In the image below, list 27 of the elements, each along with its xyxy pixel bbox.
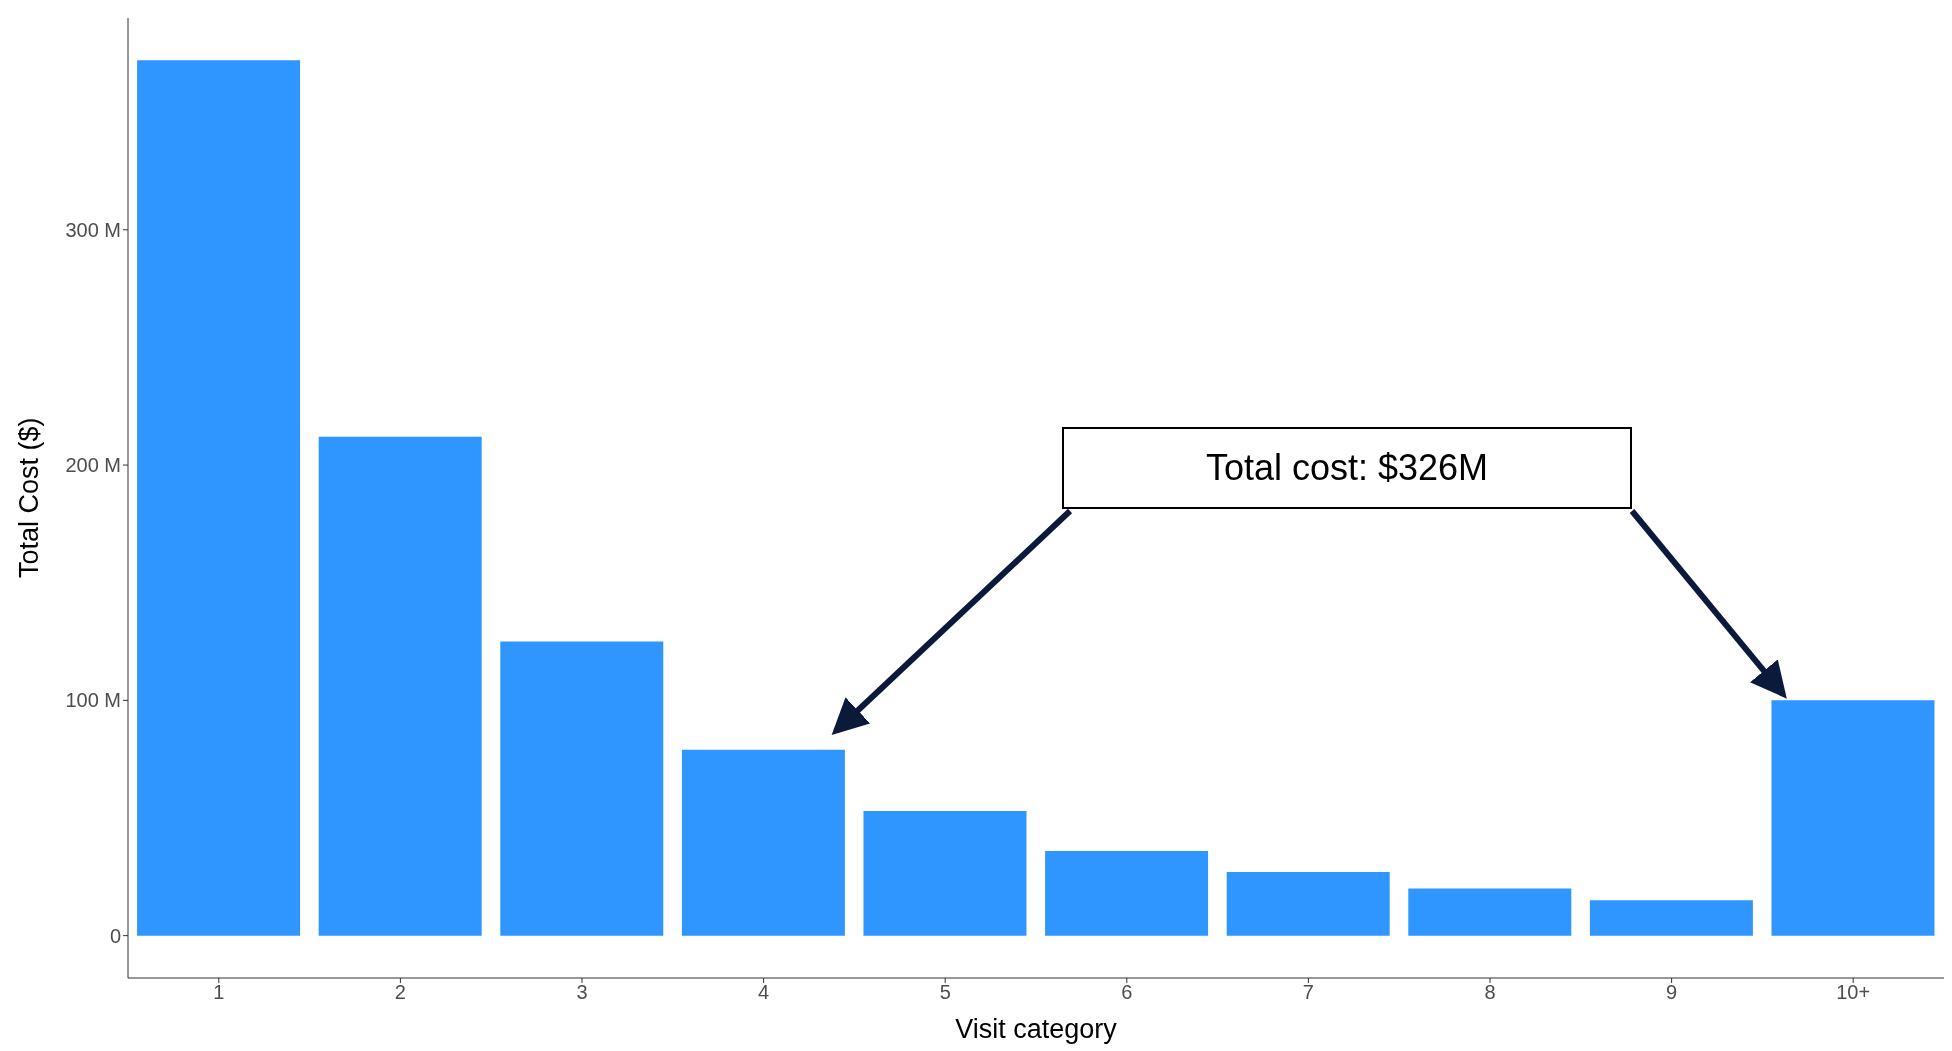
x-tick-label: 8 xyxy=(1484,981,1496,1004)
x-tick-label: 3 xyxy=(576,981,588,1004)
x-tick-label: 1 xyxy=(213,981,225,1004)
x-tick-label: 10+ xyxy=(1836,981,1871,1004)
bar xyxy=(681,749,845,936)
y-tick-label: 200 M xyxy=(65,454,121,477)
callout-box: Total cost: $326M xyxy=(1062,427,1632,509)
x-axis-title: Visit category xyxy=(955,1014,1118,1044)
bar xyxy=(1589,900,1753,936)
bar xyxy=(1771,700,1935,936)
y-axis-title: Total Cost ($) xyxy=(13,417,44,578)
y-tick-label: 0 xyxy=(109,924,121,947)
bar xyxy=(1045,850,1209,936)
bar xyxy=(318,436,482,936)
bar xyxy=(1408,888,1572,936)
bar xyxy=(863,810,1027,936)
bar xyxy=(500,641,664,936)
x-tick-label: 5 xyxy=(939,981,951,1004)
x-tick-label: 7 xyxy=(1302,981,1314,1004)
x-tick-label: 6 xyxy=(1121,981,1133,1004)
y-tick-label: 100 M xyxy=(65,689,121,712)
y-tick-label: 300 M xyxy=(65,218,121,241)
bar xyxy=(1226,872,1390,936)
bar xyxy=(137,60,301,936)
x-tick-label: 2 xyxy=(394,981,406,1004)
x-tick-label: 4 xyxy=(758,981,770,1004)
x-tick-label: 9 xyxy=(1666,981,1678,1004)
